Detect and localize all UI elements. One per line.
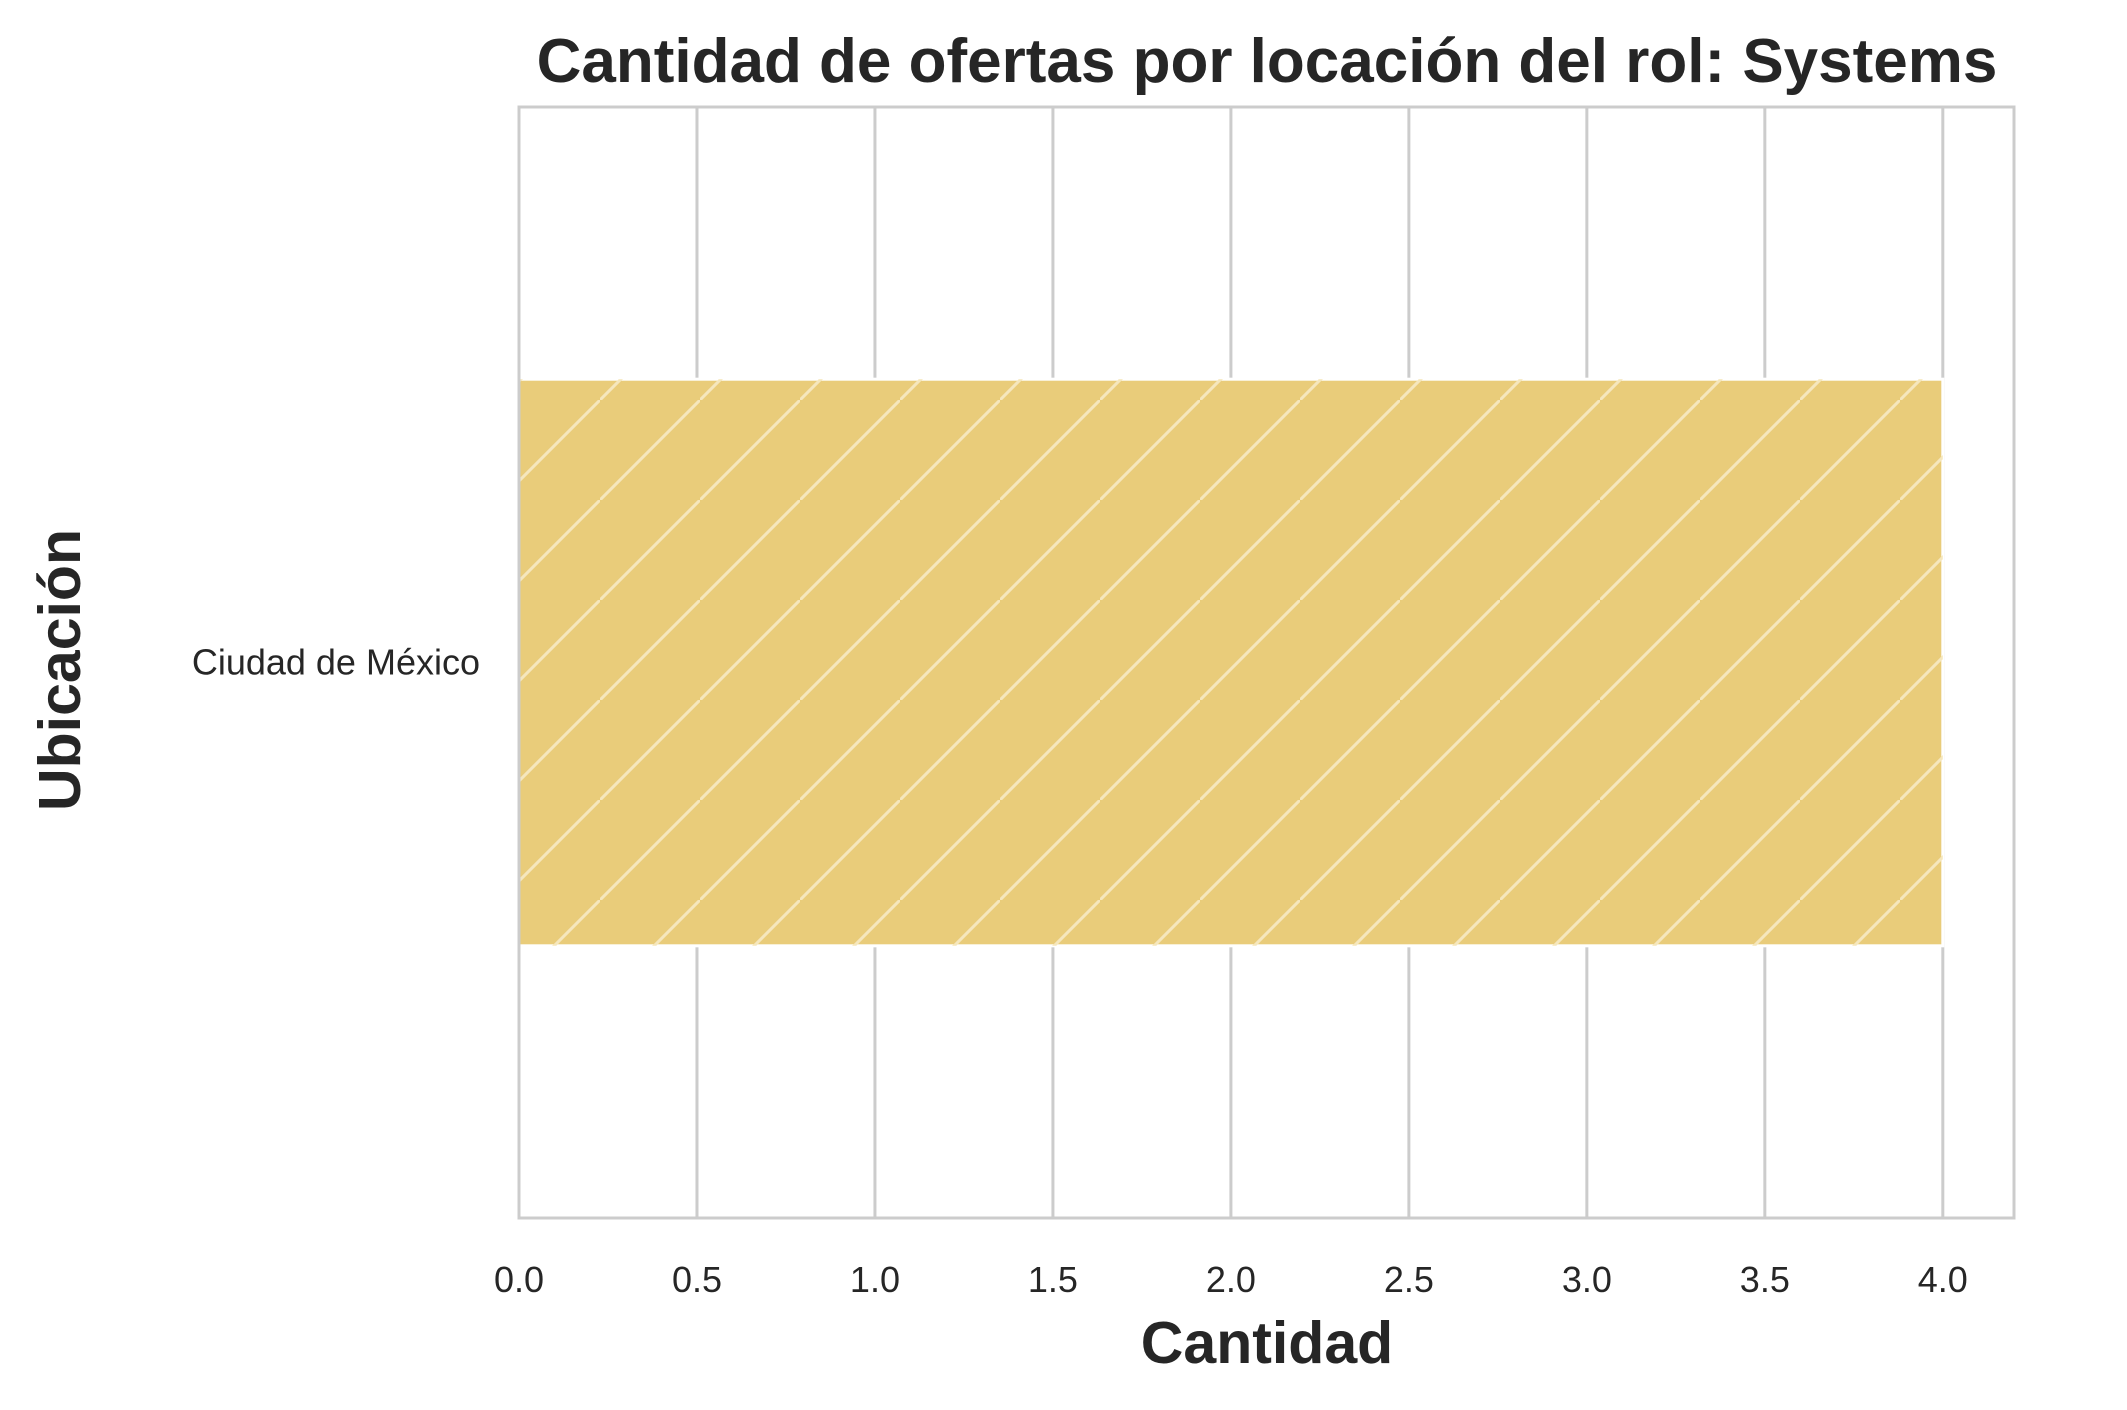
x-axis-label: Cantidad (1141, 1310, 1393, 1376)
x-tick-label: 1.0 (850, 1259, 900, 1300)
x-tick-label: 3.5 (1740, 1259, 1790, 1300)
x-tick-label: 1.5 (1028, 1259, 1078, 1300)
y-tick-label: Ciudad de México (192, 642, 480, 683)
bars (517, 377, 1945, 948)
x-tick-labels: 0.0 0.5 1.0 1.5 2.0 2.5 3.0 3.5 4.0 (494, 1259, 1968, 1300)
x-tick-label: 4.0 (1918, 1259, 1968, 1300)
axes-frame (517, 105, 2016, 1220)
x-tick-label: 0.5 (672, 1259, 722, 1300)
chart-title: Cantidad de ofertas por locación del rol… (537, 27, 1998, 96)
y-axis-label: Ubicación (27, 529, 93, 811)
x-tick-label: 2.0 (1206, 1259, 1256, 1300)
x-tick-label: 2.5 (1384, 1259, 1434, 1300)
axes-border (517, 105, 2016, 1220)
y-tick-labels: Ciudad de México (192, 642, 480, 683)
x-tick-label: 3.0 (1562, 1259, 1612, 1300)
bar-hatch (519, 379, 1943, 946)
x-tick-label: 0.0 (494, 1259, 544, 1300)
